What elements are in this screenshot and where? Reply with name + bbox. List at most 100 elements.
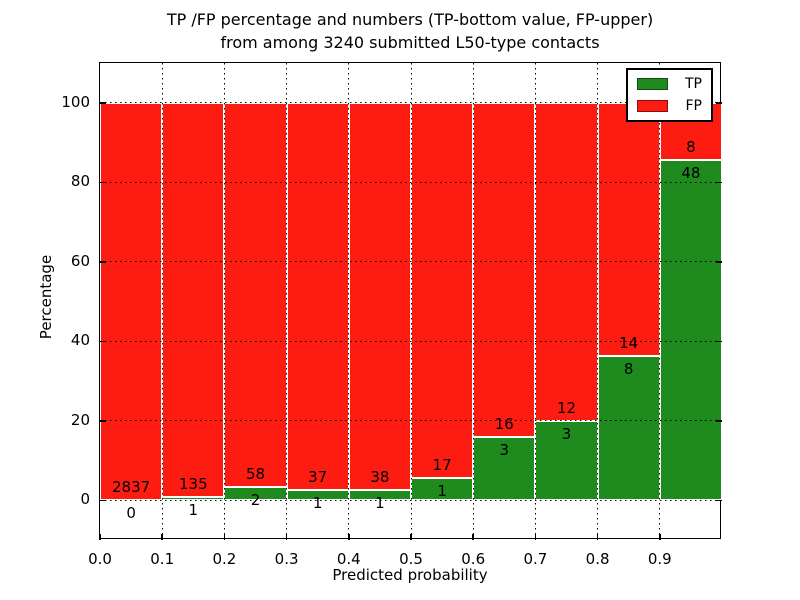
legend: TP FP xyxy=(626,68,713,122)
bar-segment-fp xyxy=(473,102,536,438)
y-tick-label: 60 xyxy=(70,251,90,270)
y-tick-mark-right xyxy=(716,340,722,342)
chart-title-line2: from among 3240 submitted L50-type conta… xyxy=(220,33,600,52)
bar-segment-fp xyxy=(224,102,287,487)
y-tick-mark xyxy=(100,261,106,263)
x-tick-mark xyxy=(348,534,350,540)
y-tick-label: 0 xyxy=(80,490,90,509)
fp-count-label: 12 xyxy=(556,398,577,417)
gridline-vertical xyxy=(597,63,599,540)
x-tick-mark xyxy=(223,534,226,540)
legend-item-fp: FP xyxy=(637,98,703,114)
y-tick-label: 40 xyxy=(70,331,90,350)
fp-count-label: 135 xyxy=(178,475,208,494)
fp-swatch-icon xyxy=(637,100,668,112)
x-tick-mark xyxy=(534,534,537,540)
bar-segment-fp xyxy=(162,102,225,498)
y-tick-mark xyxy=(100,340,106,342)
tp-count-label: 8 xyxy=(623,359,634,378)
chart-title-line1: TP /FP percentage and numbers (TP-bottom… xyxy=(166,10,654,29)
tp-count-label: 1 xyxy=(375,494,385,513)
x-tick-label: 0.2 xyxy=(212,550,237,568)
gridline-vertical xyxy=(472,63,474,540)
x-tick-label: 0.0 xyxy=(88,550,112,568)
tp-count-label: 1 xyxy=(312,493,323,512)
legend-label-fp: FP xyxy=(685,98,703,114)
gridline-vertical xyxy=(348,63,350,540)
bar-segment-tp xyxy=(473,437,536,501)
bar-segment-fp xyxy=(597,102,660,356)
x-tick-label: 0.3 xyxy=(274,550,299,568)
tp-count-label: 1 xyxy=(437,482,447,501)
tp-count-label: 1 xyxy=(188,501,199,520)
gridline-vertical xyxy=(659,63,661,540)
fp-count-label: 37 xyxy=(308,467,328,486)
bar-segment-fp xyxy=(100,102,163,501)
fp-count-label: 8 xyxy=(686,137,696,156)
tp-count-label: 0 xyxy=(126,504,136,523)
x-tick-mark xyxy=(410,534,412,540)
bar-segment-tp xyxy=(162,497,225,501)
x-tick-label: 0.8 xyxy=(585,550,610,568)
gridline-horizontal xyxy=(100,181,722,183)
tp-count-label: 3 xyxy=(499,441,510,460)
gridline-horizontal xyxy=(100,420,722,422)
y-tick-mark-right xyxy=(716,102,722,104)
bar-segment-tp xyxy=(348,490,411,501)
gridline-vertical xyxy=(161,63,163,540)
fp-count-label: 58 xyxy=(245,465,266,483)
bar-segment-tp xyxy=(535,420,598,501)
y-tick-mark xyxy=(100,102,106,104)
fp-count-label: 38 xyxy=(370,468,390,487)
x-tick-mark xyxy=(472,534,474,540)
fp-count-label: 16 xyxy=(494,415,514,434)
x-tick-mark xyxy=(99,534,101,540)
gridline-vertical xyxy=(410,63,412,540)
bar-segment-tp xyxy=(286,489,349,501)
y-tick-mark-right xyxy=(716,261,722,263)
bar-segment-tp xyxy=(597,355,660,501)
x-tick-mark xyxy=(285,534,288,540)
x-tick-label: 0.1 xyxy=(150,550,175,568)
fp-count-label: 2837 xyxy=(112,478,151,497)
gridline-horizontal xyxy=(100,261,722,263)
bar-segment-tp xyxy=(224,487,287,501)
x-tick-mark xyxy=(659,534,661,540)
x-tick-label: 0.9 xyxy=(647,550,672,568)
gridline-vertical xyxy=(534,63,536,540)
x-tick-mark xyxy=(161,534,163,540)
y-tick-mark xyxy=(100,181,106,183)
y-tick-mark-right xyxy=(716,181,722,183)
x-axis-label: Predicted probability xyxy=(332,566,488,584)
x-tick-mark xyxy=(596,534,599,540)
gridline-vertical xyxy=(286,63,288,540)
plot-area: TP FP 2837 0 135 1 58 2 37 1 38 1 17 1 16 3 12 3 14 8 8 48 0… xyxy=(61,62,722,568)
y-tick-label: 20 xyxy=(70,410,90,429)
y-tick-mark xyxy=(100,420,106,422)
y-tick-label: 100 xyxy=(61,92,90,111)
bar-segment-fp xyxy=(286,102,349,490)
gridline-vertical xyxy=(223,63,225,540)
y-tick-mark-right xyxy=(716,420,722,422)
y-tick-label: 80 xyxy=(70,172,90,191)
chart-title: TP /FP percentage and numbers (TP-bottom… xyxy=(99,8,721,54)
tp-count-label: 3 xyxy=(561,424,572,443)
bar-segment-tp xyxy=(659,159,722,501)
y-tick-mark xyxy=(100,499,106,501)
bar-segment-tp xyxy=(411,478,474,501)
tp-count-label: 2 xyxy=(250,491,261,509)
bar-segment-fp xyxy=(411,102,474,479)
bar-segment-fp xyxy=(348,102,411,491)
fp-count-label: 17 xyxy=(432,456,452,475)
legend-item-tp: TP xyxy=(637,76,702,92)
tp-count-label: 48 xyxy=(681,163,701,182)
x-tick-label: 0.7 xyxy=(523,550,548,568)
gridline-horizontal xyxy=(100,340,722,342)
x-tick-label: 0.4 xyxy=(336,550,361,568)
gridline-horizontal xyxy=(100,102,722,104)
gridline-horizontal xyxy=(100,499,722,501)
fp-count-label: 14 xyxy=(619,333,639,352)
legend-label-tp: TP xyxy=(685,76,702,92)
y-tick-mark-right xyxy=(716,499,722,501)
